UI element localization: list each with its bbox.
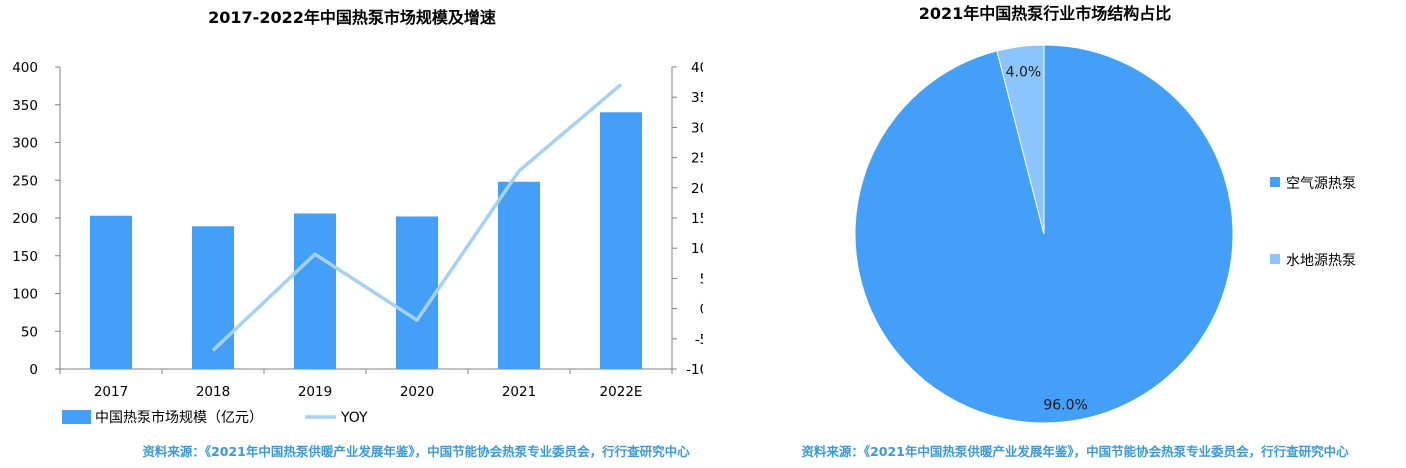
pie-slices	[854, 44, 1234, 424]
left-axis-ticks: 0 50 100 150 200 250 300 350 400	[12, 60, 60, 378]
bar-chart-title: 2017-2022年中国热泵市场规模及增速	[208, 8, 496, 27]
bar-chart-source: 资料来源：《2021年中国热泵供暖产业发展年鉴》，中国节能协会热泵专业委员会，行…	[142, 444, 690, 459]
pie-slice-label: 4.0%	[1006, 64, 1042, 80]
left-tick-label: 250	[12, 173, 38, 189]
legend-label-market-size: 中国热泵市场规模（亿元）	[95, 409, 263, 426]
pie-chart-source: 资料来源：《2021年中国热泵供暖产业发展年鉴》，中国节能协会热泵专业委员会，行…	[801, 444, 1349, 459]
bar-2020	[396, 216, 438, 369]
category-label: 2019	[298, 384, 332, 400]
right-tick-label: 30%	[691, 120, 703, 136]
left-tick-label: 50	[21, 324, 38, 340]
chart-axes	[59, 67, 673, 374]
bar-2019	[294, 213, 336, 369]
pie-legend: 空气源热泵 水地源热泵	[1270, 176, 1356, 269]
bar-2018	[192, 226, 234, 369]
pie-data-labels: 96.0% 4.0%	[1006, 64, 1088, 413]
right-tick-label: -10%	[686, 362, 703, 378]
category-labels: 2017 2018 2019 2020 2021 2022E	[94, 384, 643, 400]
left-tick-label: 0	[29, 362, 38, 378]
right-tick-label: 10%	[691, 241, 703, 257]
yoy-line-series	[211, 83, 623, 352]
pie-slice-label: 96.0%	[1043, 398, 1087, 414]
category-label: 2021	[502, 384, 536, 400]
category-label: 2018	[196, 384, 230, 400]
yoy-line	[211, 83, 623, 352]
left-tick-label: 400	[12, 60, 38, 76]
right-tick-label: 35%	[691, 90, 703, 106]
right-tick-label: -5%	[695, 332, 703, 348]
right-tick-label: 40%	[691, 60, 703, 76]
legend-label-yoy: YOY	[340, 410, 368, 426]
left-tick-label: 150	[12, 249, 38, 265]
bar-2021	[498, 181, 540, 369]
right-axis-ticks: -10% -5% 0% 5% 10% 15% 20% 25% 30% 35% 40%	[672, 60, 703, 378]
bar-2022E	[600, 112, 642, 370]
left-tick-label: 100	[12, 287, 38, 303]
left-tick-label: 350	[12, 98, 38, 114]
right-tick-label: 0%	[700, 302, 703, 318]
right-tick-label: 20%	[691, 181, 703, 197]
category-label: 2020	[400, 384, 434, 400]
market-structure-chart: 2021年中国热泵行业市场结构占比 96.0%4.0% 空气源热泵 水地源热泵 …	[801, 4, 1356, 459]
pie-slice-1	[996, 44, 1045, 235]
legend-swatch-air-source	[1270, 177, 1280, 187]
bar-series	[90, 112, 642, 370]
bar-2017	[90, 215, 132, 369]
bar-legend: 中国热泵市场规模（亿元） YOY	[62, 409, 368, 426]
right-tick-label: 15%	[691, 211, 703, 227]
legend-label-air-source: 空气源热泵	[1286, 176, 1356, 192]
category-label: 2022E	[600, 384, 643, 400]
right-tick-label: 25%	[691, 151, 703, 167]
legend-swatch-water-ground-source	[1270, 254, 1280, 264]
right-tick-label: 5%	[700, 271, 703, 287]
left-tick-label: 300	[12, 136, 38, 152]
market-size-chart: 2017-2022年中国热泵市场规模及增速 0 50 100 150 200 250 300…	[12, 8, 703, 459]
legend-label-water-ground-source: 水地源热泵	[1286, 253, 1356, 269]
pie-chart-title: 2021年中国热泵行业市场结构占比	[919, 4, 1172, 23]
category-label: 2017	[94, 384, 128, 400]
left-tick-label: 200	[12, 211, 38, 227]
legend-swatch-market-size	[62, 410, 91, 424]
